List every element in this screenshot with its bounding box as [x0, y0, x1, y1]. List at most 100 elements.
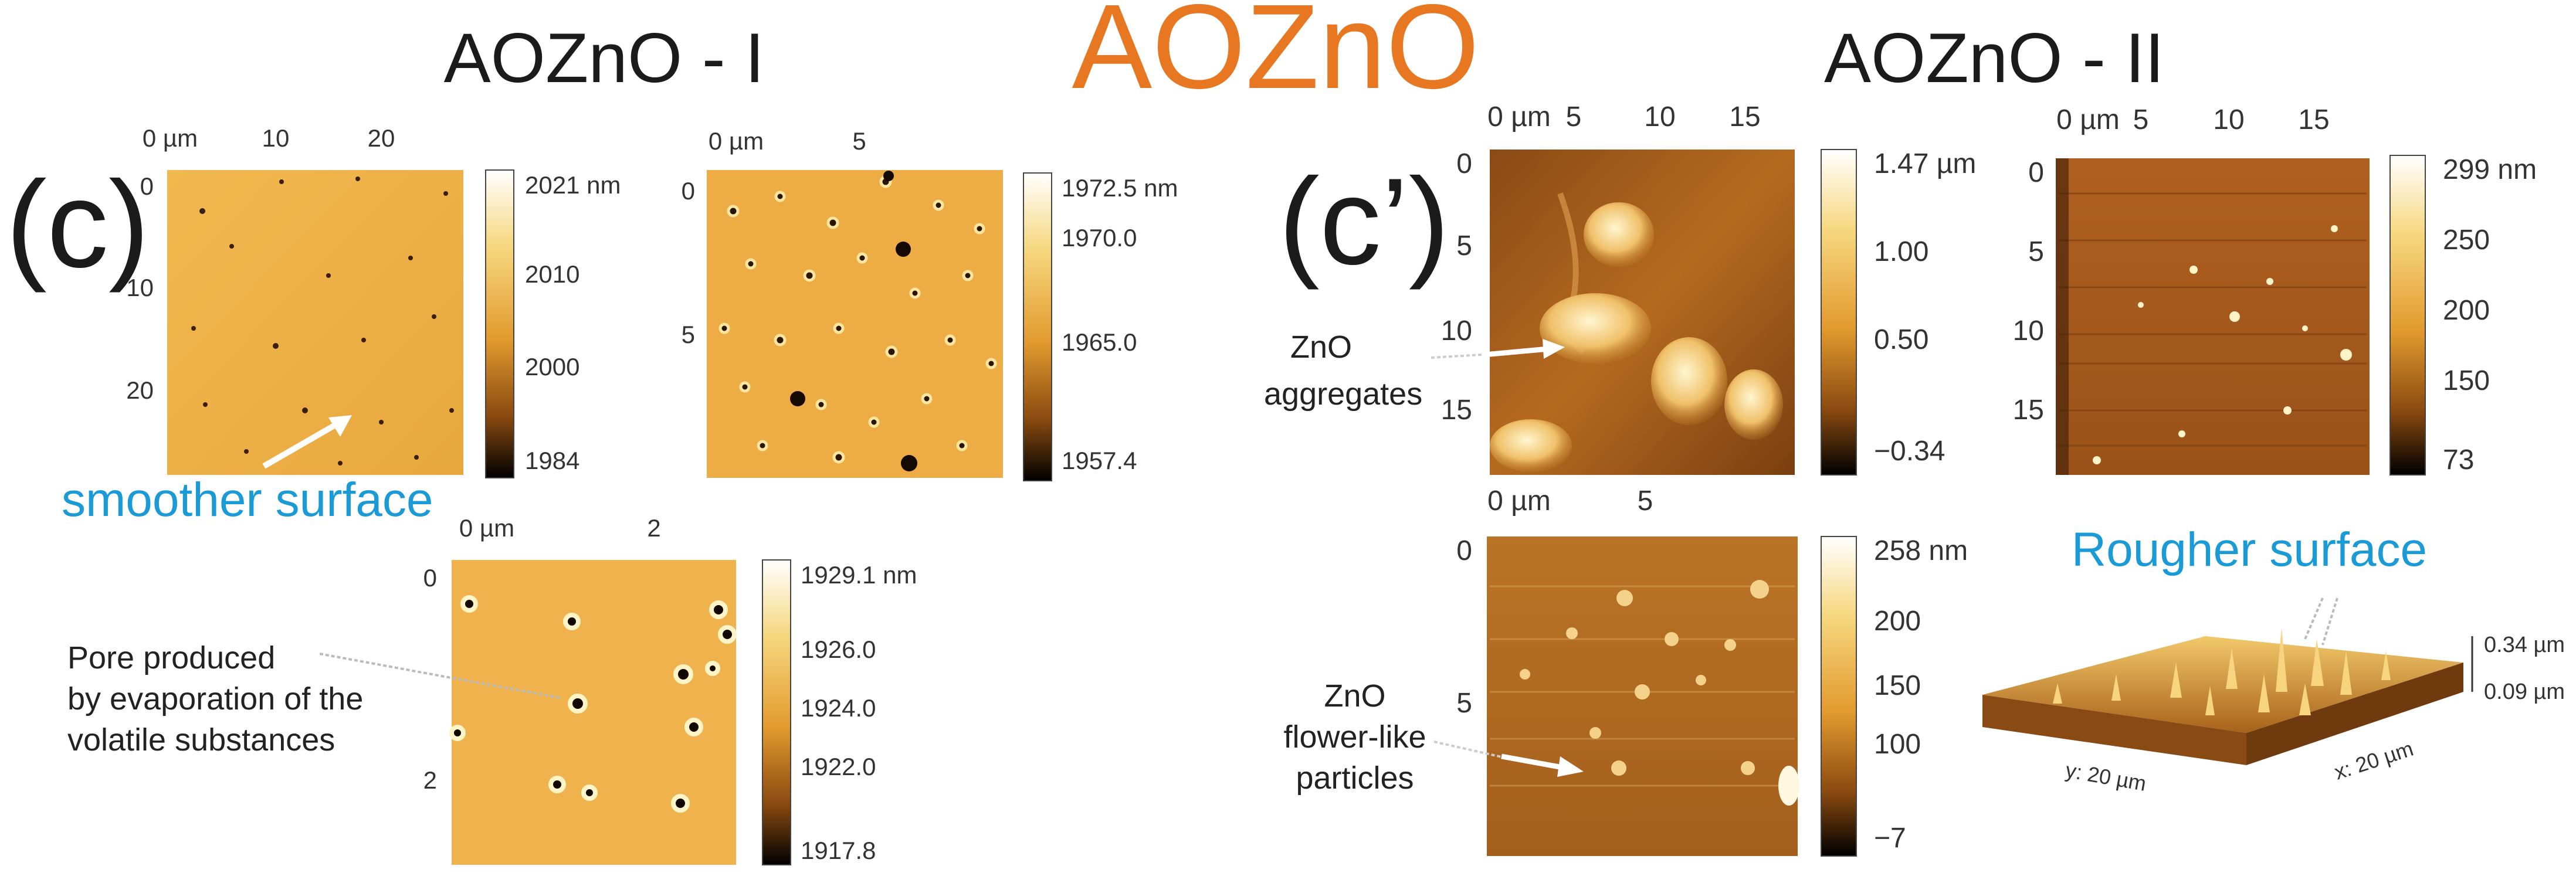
xtick-ii1-0: 0 µm	[1487, 101, 1551, 133]
xtick-ii2-1: 5	[2133, 104, 2149, 135]
cb-i3-0: 1929.1 nm	[801, 561, 917, 589]
cb-ii1-3: −0.34	[1874, 436, 1945, 467]
xtick-ii1-3: 15	[1729, 101, 1760, 133]
ytick-ii1-3: 15	[1441, 395, 1472, 426]
cb-ii2-3: 150	[2443, 365, 2490, 396]
cb-i1-0: 2021 nm	[525, 171, 621, 199]
cb-ii3-0: 258 nm	[1874, 535, 1968, 566]
cb-i3-3: 1922.0	[801, 753, 876, 780]
aggregate-2	[1540, 293, 1651, 364]
flower-label-3: particles	[1296, 760, 1414, 796]
aggregates-arrow-head	[1543, 339, 1565, 359]
colorbar-ii2	[2389, 155, 2426, 476]
edge-strip-ii2	[2056, 158, 2069, 475]
main-title: AOZnO	[1072, 0, 1480, 114]
z-top-label: 0.34 µm	[2484, 633, 2565, 657]
aggregate-1	[1584, 202, 1654, 267]
ytick-ii1-1: 5	[1456, 230, 1472, 261]
cb-ii3-2: 150	[1874, 670, 1921, 701]
cb-ii3-4: −7	[1874, 823, 1906, 854]
flower-arrow-head	[1557, 756, 1584, 777]
rougher-leader-2	[2321, 597, 2338, 646]
aggregates-label-1: ZnO	[1290, 330, 1352, 365]
aggregate-4	[1490, 419, 1572, 472]
ytick-i3-0: 0	[423, 564, 437, 592]
rougher-label: Rougher surface	[2072, 523, 2427, 576]
flower-label-1: ZnO	[1324, 678, 1385, 714]
xtick-ii1-2: 10	[1644, 101, 1675, 133]
cb-ii2-0: 299 nm	[2443, 154, 2537, 185]
afm-image-ii2	[2056, 158, 2370, 475]
afm-panel-ii3: 258 nm 200 150 100 −7 0 µm 5 0 5	[1456, 485, 1968, 857]
large-pores-i2	[790, 171, 917, 471]
cb-ii2-1: 250	[2443, 225, 2490, 256]
colorbar-ii1	[1821, 149, 1857, 476]
cb-i2-1: 1970.0	[1062, 224, 1137, 252]
cb-i3-4: 1917.8	[801, 837, 876, 864]
surface-front-right	[2246, 663, 2463, 765]
xtick-i3-0: 0 µm	[459, 514, 514, 542]
afm-panel-i3: 1929.1 nm 1926.0 1924.0 1922.0 1917.8 0 …	[423, 514, 917, 865]
cb-i3-1: 1926.0	[801, 636, 876, 663]
cb-i2-3: 1957.4	[1062, 447, 1137, 474]
pore-label-3: volatile substances	[67, 722, 335, 758]
pore-dots-i2	[718, 175, 997, 464]
z-bottom-label: 0.09 µm	[2484, 680, 2565, 704]
colorbar-i1	[485, 169, 514, 478]
afm-image-i2	[707, 170, 1003, 478]
ytick-ii2-2: 10	[2013, 315, 2044, 347]
cb-i2-0: 1972.5 nm	[1062, 174, 1178, 202]
cb-i3-2: 1924.0	[801, 694, 876, 722]
scan-lines-ii3	[1490, 585, 1795, 787]
aggregates-arrow	[1483, 346, 1549, 358]
cb-i1-2: 2000	[525, 353, 579, 381]
pore-dots-i1	[191, 176, 454, 466]
ytick-i1-1: 10	[126, 274, 154, 301]
cb-ii2-4: 73	[2443, 444, 2474, 476]
scan-lines-ii2	[2059, 192, 2367, 447]
surface-3d-plot: 0.34 µm 0.09 µm y: 20 µm x: 20 µm	[1982, 627, 2565, 796]
xtick-ii3-1: 5	[1638, 485, 1653, 517]
smoother-arrow	[262, 419, 342, 469]
afm-panel-ii2: 299 nm 250 200 150 73 0 µm 5 10 15 0 5 1…	[2013, 104, 2537, 476]
flower-arrow	[1501, 753, 1567, 771]
cb-ii1-2: 0.50	[1874, 324, 1928, 355]
afm-panel-ii1: 1.47 µm 1.00 0.50 −0.34 0 µm 5 10 15 0 5…	[1441, 101, 1976, 476]
colorbar-ii3	[1821, 536, 1857, 857]
xtick-i2-1: 5	[852, 127, 866, 155]
surface-top	[1982, 636, 2463, 733]
cb-i1-1: 2010	[525, 260, 579, 288]
xtick-i1-1: 10	[262, 124, 290, 152]
afm-panel-i1: 2021 nm 2010 2000 1984 0 µm 10 20 0 10 2…	[126, 124, 621, 478]
surface-front-left	[1982, 695, 2246, 765]
x-axis-label: x: 20 µm	[2331, 736, 2416, 784]
pore-label-1: Pore produced	[67, 640, 275, 675]
flower-label-2: flower-like	[1283, 719, 1426, 755]
cb-i2-2: 1965.0	[1062, 328, 1137, 356]
xtick-ii2-2: 10	[2213, 104, 2244, 135]
ytick-ii3-1: 5	[1456, 688, 1472, 719]
rougher-leader-1	[2304, 597, 2324, 640]
pore-dots-i3	[449, 595, 737, 813]
colorbar-i2	[1023, 172, 1052, 481]
xtick-ii1-1: 5	[1566, 101, 1582, 133]
xtick-ii2-0: 0 µm	[2056, 104, 2120, 135]
xtick-ii3-0: 0 µm	[1487, 485, 1551, 517]
left-title: AOZnO - I	[444, 19, 765, 97]
bright-particle-ii3	[1778, 766, 1799, 806]
ytick-i3-1: 2	[423, 766, 437, 794]
smoother-arrow-head	[328, 415, 352, 437]
cb-ii3-3: 100	[1874, 729, 1921, 760]
ytick-ii1-0: 0	[1456, 148, 1472, 179]
afm-image-i1	[167, 170, 463, 475]
right-title: AOZnO - II	[1824, 19, 2164, 97]
cb-ii1-1: 1.00	[1874, 236, 1928, 267]
ytick-ii2-0: 0	[2028, 157, 2044, 188]
cb-ii1-0: 1.47 µm	[1874, 148, 1976, 179]
aggregate-3	[1651, 337, 1727, 425]
pore-label-2: by evaporation of the	[67, 681, 363, 716]
cb-i1-3: 1984	[525, 447, 579, 474]
afm-panel-i2: 1972.5 nm 1970.0 1965.0 1957.4 0 µm 5 0 …	[682, 127, 1178, 481]
ytick-i1-2: 20	[126, 376, 154, 404]
